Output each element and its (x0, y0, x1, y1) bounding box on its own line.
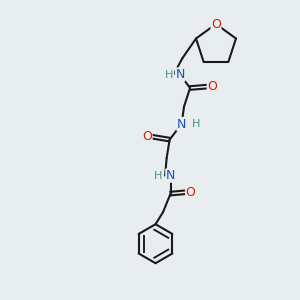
Text: O: O (142, 130, 152, 143)
Text: N: N (176, 68, 185, 81)
Text: H: H (154, 171, 162, 181)
Text: H: H (165, 70, 173, 80)
Text: N: N (166, 169, 175, 182)
Text: O: O (207, 80, 217, 93)
Text: O: O (211, 17, 221, 31)
Text: N: N (177, 118, 186, 130)
Text: H: H (192, 119, 200, 129)
Text: O: O (186, 186, 196, 199)
